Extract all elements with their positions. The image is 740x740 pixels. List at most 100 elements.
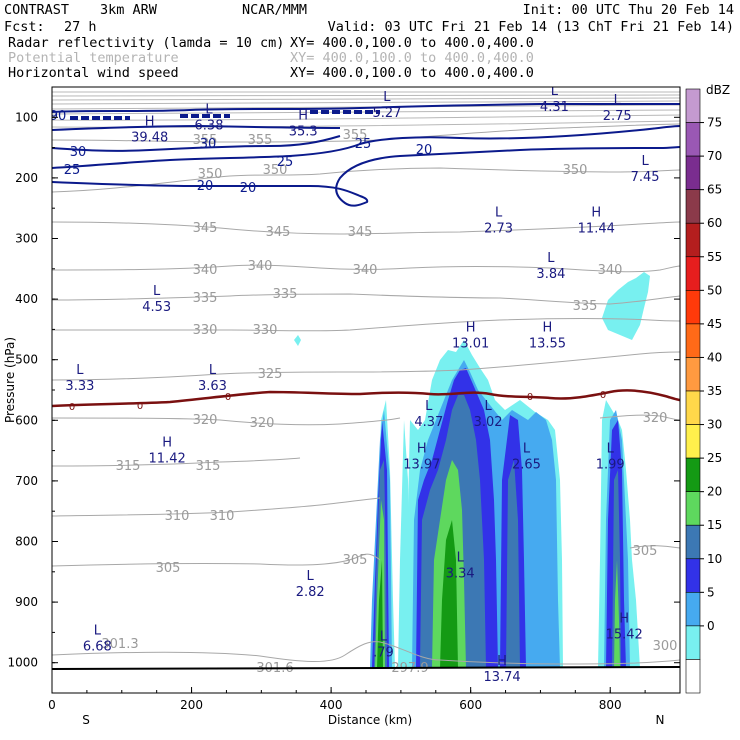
org-name: NCAR/MMM — [242, 2, 307, 18]
extremum-value: 3.33 — [65, 379, 94, 394]
colorbar-swatch — [685, 457, 701, 492]
extremum-value: 35.3 — [289, 124, 318, 139]
wind-contour-label: 90 — [50, 109, 67, 124]
colorbar-label: 5 — [707, 585, 715, 599]
y-tick-label: 900 — [15, 595, 38, 609]
wind-contour-label: 25 — [277, 155, 294, 170]
extremum-value: 39.48 — [131, 130, 168, 145]
colorbar-label: 0 — [707, 619, 715, 633]
theta-contour-325 — [52, 351, 680, 381]
extremum-value: 5.27 — [372, 106, 401, 121]
theta-contours — [52, 123, 680, 665]
extremum-symbol: H — [466, 320, 476, 335]
init-time: Init: 00 UTC Thu 20 Feb 14 — [523, 2, 734, 18]
header: CONTRAST 3km ARW NCAR/MMM Init: 00 UTC T… — [4, 2, 734, 81]
colorbar-swatch — [685, 122, 701, 157]
extremum-value: 4.31 — [540, 100, 569, 115]
extremum-symbol: L — [495, 205, 503, 220]
extremum-symbol: L — [94, 623, 102, 638]
theta-contour-320 — [52, 417, 401, 426]
extremum-value: 13.97 — [403, 458, 440, 473]
extremum-symbol: L — [457, 551, 465, 566]
reflectivity-shading — [294, 272, 650, 668]
extremum-value: .79 — [373, 646, 394, 661]
theta-contour-label: 310 — [210, 509, 235, 524]
field2-name: Potential temperature — [8, 50, 179, 66]
colorbar-label: 60 — [707, 216, 722, 230]
extremum-value: 15.42 — [606, 627, 643, 642]
surface-line — [52, 666, 680, 670]
freezing-level: 0 0 0 0 0 — [52, 389, 680, 413]
extremum-value: 1.99 — [596, 458, 625, 473]
reflectivity-anvil — [602, 272, 650, 340]
colorbar-label: 40 — [707, 350, 722, 364]
extremum-symbol: L — [209, 363, 217, 378]
theta-contour-label: 335 — [193, 291, 218, 306]
colorbar-swatch — [685, 256, 701, 291]
extremum-value: 2.73 — [484, 221, 513, 236]
wind-labels: 30 30 25 25 25 20 20 20 90 — [50, 109, 432, 196]
freezing-label-2: 0 — [137, 401, 143, 412]
extremum-symbol: L — [307, 569, 315, 584]
freezing-label-1: 0 — [69, 402, 75, 413]
extremum-value: 13.01 — [452, 336, 489, 351]
theta-contour-label: 325 — [258, 367, 283, 382]
extremum-value: 3.63 — [198, 379, 227, 394]
extremum-symbol: H — [619, 611, 629, 626]
extremum-symbol: L — [547, 251, 555, 266]
x-tick-label: 600 — [459, 698, 482, 712]
theta-contour-305b — [629, 545, 680, 549]
theta-contour-335 — [52, 293, 680, 305]
extremum-symbol: L — [641, 154, 649, 169]
reflectivity-speck — [294, 335, 301, 346]
y-tick-label: 700 — [15, 474, 38, 488]
freezing-label-5: 0 — [600, 390, 606, 401]
extremum-symbol: L — [425, 399, 433, 414]
extremum-value: 11.44 — [578, 221, 615, 236]
colorbar-swatch — [685, 558, 701, 593]
extremum-symbol: H — [298, 108, 308, 123]
theta-contour-320b — [599, 414, 680, 421]
extremum-value: 13.74 — [483, 670, 520, 685]
colorbar-swatch — [685, 524, 701, 560]
x-axis: 0 200 400 600 800 — [48, 687, 681, 712]
theta-contour-label: 350 — [198, 167, 223, 182]
theta-contour-330 — [52, 318, 680, 332]
colorbar-unit: dBZ — [706, 83, 730, 97]
extremum-symbol: H — [417, 442, 427, 457]
colorbar-swatch — [685, 592, 701, 627]
theta-contour-315 — [52, 457, 301, 467]
reflectivity-30dbz — [377, 520, 458, 668]
theta-contour-label: 310 — [165, 509, 190, 524]
theta-upper-7 — [52, 114, 680, 121]
wind-contour-jet-core — [70, 110, 380, 120]
fcst-value: 27 h — [64, 19, 97, 35]
theta-contour-label: 340 — [598, 263, 623, 278]
extremum-value: 3.34 — [446, 567, 475, 582]
extremum-value: 7.45 — [631, 170, 660, 185]
x-tick-label: 800 — [599, 698, 622, 712]
extremum-value: 2.65 — [512, 458, 541, 473]
colorbar-label: 50 — [707, 283, 722, 297]
y-tick-label: 500 — [15, 353, 38, 367]
y-tick-label: 300 — [15, 232, 38, 246]
wind-contour-label: 30 — [200, 137, 217, 152]
wind-contour-label: 20 — [197, 179, 214, 194]
theta-upper-2 — [52, 94, 680, 97]
theta-contour-label: 345 — [348, 225, 373, 240]
extremum-symbol: L — [523, 442, 531, 457]
y-tick-label: 600 — [15, 413, 38, 427]
theta-contour-340 — [52, 264, 680, 273]
extremum-value: 2.75 — [603, 109, 632, 124]
theta-contour-350 — [52, 167, 680, 193]
theta-contour-label: 340 — [353, 263, 378, 278]
y-tick-label: 200 — [15, 171, 38, 185]
colorbar-swatch — [685, 155, 701, 190]
wind-contour-30 — [52, 135, 341, 152]
colorbar-label: 30 — [707, 418, 722, 432]
colorbar-label: 75 — [707, 116, 722, 130]
freezing-level-line — [52, 389, 680, 408]
colorbar-swatch — [685, 88, 701, 123]
